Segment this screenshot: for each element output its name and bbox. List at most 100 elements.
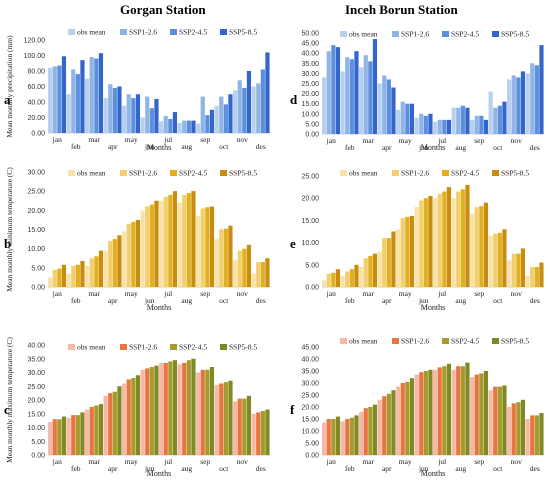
legend-swatch-c-2 [170, 344, 177, 350]
bar-e-ssp245-jun [423, 198, 428, 287]
bar-b-ssp126-aug [182, 195, 187, 287]
bar-e-ssp126-aug [456, 191, 461, 287]
y-tick-label-b: 5.00 [31, 265, 45, 272]
bar-d-ssp126-oct [493, 107, 498, 134]
x-tick-label-a: mar [88, 135, 100, 144]
x-tick-label-b: jul [163, 289, 172, 298]
y-tick-label-d: 50.00 [301, 31, 319, 38]
bar-c-obsmean-jan [48, 422, 53, 455]
bar-e-ssp585-may [409, 215, 415, 287]
y-tick-label-d: 15.00 [301, 101, 319, 108]
bar-a-ssp585-jan [61, 56, 67, 133]
bar-d-ssp245-oct [497, 105, 502, 134]
bar-c-obsmean-may [122, 383, 127, 455]
bar-c-obsmean-sep [196, 372, 201, 455]
bar-e-ssp585-aug [465, 184, 470, 287]
legend-swatch-d-1 [392, 31, 399, 37]
x-tick-label-d: mar [362, 136, 374, 145]
bar-b-ssp585-des [265, 258, 270, 287]
bar-d-obsmean-oct [488, 91, 493, 134]
bar-a-ssp126-may [126, 94, 131, 133]
x-tick-label-a: des [256, 142, 266, 151]
bar-b-ssp585-may [135, 219, 141, 287]
bar-e-ssp585-jul [446, 187, 452, 287]
bar-f-obsmean-nov [507, 407, 512, 455]
bar-e-obsmean-nov [507, 260, 512, 287]
bar-f-ssp585-aug [465, 362, 470, 455]
x-tick-label-a: jul [163, 135, 172, 144]
bar-b-ssp126-feb [71, 265, 76, 287]
bar-d-ssp126-aug [456, 107, 461, 134]
bar-a-obsmean-jun [140, 117, 145, 133]
x-tick-label-c: may [125, 457, 138, 466]
legend-label-d-2: SSP2-4.5 [451, 30, 479, 39]
bar-c-obsmean-jul [159, 362, 164, 456]
bar-c-ssp245-aug [186, 360, 191, 456]
legend-swatch-e-3 [492, 170, 499, 176]
bar-a-ssp245-nov [242, 88, 247, 133]
y-axis-label-a: Mean monthly precipitation (mm) [5, 35, 14, 138]
bar-e-ssp126-nov [511, 253, 516, 287]
legend-swatch-f-3 [492, 338, 499, 344]
bar-a-ssp126-des [256, 83, 261, 133]
legend-swatch-c-1 [120, 344, 127, 350]
bar-d-ssp126-feb [345, 57, 350, 134]
bar-a-obsmean-feb [66, 94, 71, 133]
bar-f-ssp126-feb [345, 419, 350, 455]
legend-swatch-e-0 [340, 170, 347, 176]
y-tick-label-c: 25.00 [27, 384, 45, 391]
bar-f-ssp585-may [409, 378, 415, 455]
bar-d-obsmean-mar [359, 67, 364, 134]
bar-c-ssp126-jul [163, 362, 168, 456]
x-tick-label-d: aug [455, 143, 466, 152]
x-tick-label-e: may [399, 289, 412, 298]
legend-label-f-0: obs mean [349, 337, 378, 346]
title-gorgan: Gorgan Station [120, 2, 206, 17]
bar-a-ssp126-jan [52, 66, 57, 133]
y-tick-label-f: 10.00 [301, 429, 319, 436]
bar-f-ssp126-apr [382, 396, 387, 455]
bar-c-ssp585-aug [191, 358, 196, 455]
bar-c-ssp126-apr [108, 393, 113, 456]
bar-b-ssp126-jul [163, 196, 168, 287]
y-tick-label-c: 40.00 [27, 343, 45, 350]
bar-d-obsmean-sep [470, 119, 475, 134]
y-tick-label-b: 30.00 [27, 170, 45, 177]
x-tick-label-a: jan [52, 135, 62, 144]
y-tick-label-a: 0.00 [31, 131, 45, 138]
x-tick-label-e: sep [474, 289, 484, 298]
y-tick-label-e: 20.00 [301, 196, 319, 203]
bar-d-ssp126-jul [437, 119, 442, 134]
bar-d-ssp126-mar [363, 55, 368, 134]
bar-b-obsmean-des [251, 273, 256, 287]
bar-b-obsmean-mar [85, 265, 90, 287]
x-axis-label-e: Months [421, 303, 445, 312]
bar-f-ssp245-feb [349, 417, 354, 455]
bar-e-ssp126-des [530, 267, 535, 287]
y-tick-label-d: 20.00 [301, 91, 319, 98]
bar-e-obsmean-jul [433, 198, 438, 287]
x-tick-label-e: des [530, 296, 540, 305]
y-tick-label-f: 20.00 [301, 405, 319, 412]
bar-c-ssp126-nov [237, 398, 242, 456]
x-tick-label-c: aug [181, 464, 192, 473]
bar-a-ssp126-mar [89, 57, 94, 133]
bar-f-ssp245-sep [479, 373, 484, 455]
bar-e-ssp126-oct [493, 233, 498, 287]
bar-d-ssp245-jun [423, 115, 428, 134]
bar-b-ssp126-nov [237, 250, 242, 287]
bar-e-ssp245-aug [460, 189, 465, 287]
bar-c-ssp585-jun [154, 365, 159, 456]
bar-d-ssp126-sep [474, 115, 479, 134]
bar-b-ssp245-des [260, 262, 265, 287]
y-tick-label-f: 30.00 [301, 381, 319, 388]
bar-e-ssp245-oct [497, 232, 502, 287]
bar-b-ssp585-feb [80, 260, 85, 287]
bar-b-ssp585-sep [209, 206, 215, 287]
x-tick-label-e: aug [455, 296, 466, 305]
panel-letter-b: b [4, 236, 12, 251]
x-tick-label-c: jun [144, 464, 155, 473]
bar-c-ssp585-feb [80, 412, 85, 456]
y-axis-label-c: Mean monthly maximum temperature (C) [5, 337, 14, 463]
bar-b-ssp245-feb [75, 264, 80, 287]
